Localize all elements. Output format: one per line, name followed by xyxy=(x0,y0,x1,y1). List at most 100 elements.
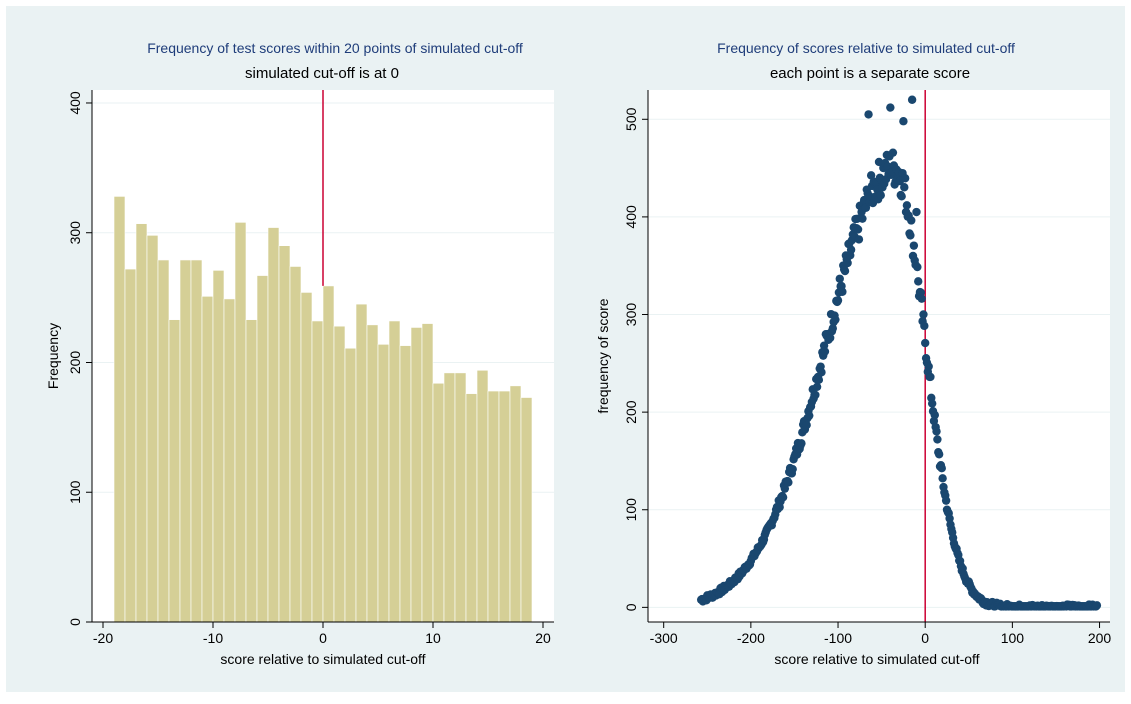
right-x-tick-label: -200 xyxy=(737,630,765,646)
scatter-point xyxy=(900,183,908,191)
scatter-point xyxy=(864,110,872,118)
scatter-point xyxy=(935,450,943,458)
histogram-bar xyxy=(378,344,389,622)
right-x-tick-label: 100 xyxy=(1001,630,1025,646)
scatter-point xyxy=(912,208,920,216)
histogram-bar xyxy=(169,320,180,622)
right-x-tick-label: -100 xyxy=(824,630,852,646)
scatter-point xyxy=(919,310,927,318)
scatter-point xyxy=(903,201,911,209)
histogram-bar xyxy=(345,348,356,622)
histogram-bar xyxy=(268,228,279,622)
left-chart-title: Frequency of test scores within 20 point… xyxy=(147,40,523,56)
scatter-point xyxy=(854,225,862,233)
scatter-point xyxy=(811,391,819,399)
scatter-point xyxy=(899,117,907,125)
histogram-bar xyxy=(290,266,301,622)
histogram-bar xyxy=(477,370,488,622)
right-x-axis-label: score relative to simulated cut-off xyxy=(774,651,979,667)
right-x-tick-label: 200 xyxy=(1088,630,1112,646)
histogram-bar xyxy=(257,276,268,622)
histogram-bar xyxy=(147,235,158,622)
scatter-point xyxy=(789,465,797,473)
histogram-bar xyxy=(158,260,169,622)
scatter-point xyxy=(877,191,885,199)
histogram-bar xyxy=(202,296,213,622)
scatter-point xyxy=(841,267,849,275)
histogram-bar xyxy=(312,321,323,622)
scatter-point xyxy=(797,439,805,447)
left-x-axis-label: score relative to simulated cut-off xyxy=(220,651,425,667)
scatter-point xyxy=(838,288,846,296)
scatter-point xyxy=(918,294,926,302)
right-y-tick-label: 400 xyxy=(623,205,639,229)
histogram-bar xyxy=(488,391,499,622)
scatter-point xyxy=(834,296,842,304)
scatter-point xyxy=(889,148,897,156)
scatter-point xyxy=(901,174,909,182)
left-y-tick-label: 200 xyxy=(67,351,83,375)
right-y-axis-label: frequency of score xyxy=(595,298,611,413)
right-plot-area xyxy=(648,90,1110,622)
histogram-bar xyxy=(510,386,521,622)
right-y-tick-label: 0 xyxy=(623,603,639,611)
scatter-point xyxy=(928,399,936,407)
scatter-point xyxy=(931,411,939,419)
histogram-bar xyxy=(246,320,257,622)
right-y-tick-label: 500 xyxy=(623,107,639,131)
histogram-bar xyxy=(411,327,422,622)
histogram-bar xyxy=(455,373,466,622)
histogram-bar xyxy=(389,321,400,622)
right-x-tick-label: -300 xyxy=(650,630,678,646)
left-x-tick-label: -10 xyxy=(203,630,223,646)
left-x-tick-label: -20 xyxy=(93,630,113,646)
right-y-tick-label: 100 xyxy=(623,498,639,522)
left-y-tick-label: 0 xyxy=(67,618,83,626)
scatter-point xyxy=(913,263,921,271)
scatter-point xyxy=(847,246,855,254)
left-x-tick-label: 10 xyxy=(425,630,441,646)
scatter-point xyxy=(784,478,792,486)
scatter-point xyxy=(858,214,866,222)
left-chart-subtitle: simulated cut-off is at 0 xyxy=(245,65,399,82)
scatter-point xyxy=(920,322,928,330)
scatter-point xyxy=(821,347,829,355)
scatter-point xyxy=(906,231,914,239)
histogram-bar xyxy=(521,398,532,622)
left-y-axis-label: Frequency xyxy=(45,323,61,389)
histogram-bar xyxy=(334,326,345,622)
scatter-point xyxy=(855,235,863,243)
left-y-tick-label: 100 xyxy=(67,480,83,504)
histogram-bar xyxy=(433,383,444,622)
histogram-bar xyxy=(301,292,312,622)
histogram-bar xyxy=(400,346,411,622)
right-chart-subtitle: each point is a separate score xyxy=(770,65,970,82)
scatter-point xyxy=(926,373,934,381)
scatter-point xyxy=(817,368,825,376)
scatter-point xyxy=(924,362,932,370)
left-y-tick-label: 400 xyxy=(67,91,83,115)
left-x-tick-label: 0 xyxy=(319,630,327,646)
histogram-bar xyxy=(235,222,246,622)
scatter-point xyxy=(805,411,813,419)
scatter-point xyxy=(779,493,787,501)
scatter-point xyxy=(938,464,946,472)
scatter-point xyxy=(914,277,922,285)
right-y-tick-label: 200 xyxy=(623,400,639,424)
histogram-bar xyxy=(323,286,334,622)
scatter-point xyxy=(907,216,915,224)
scatter-point xyxy=(908,96,916,104)
histogram-bar xyxy=(180,260,191,622)
histogram-bar xyxy=(213,270,224,622)
left-y-tick-label: 300 xyxy=(67,221,83,245)
histogram-bar xyxy=(136,224,147,622)
histogram-bar xyxy=(125,269,136,622)
scatter-point xyxy=(910,241,918,249)
left-chart: Frequency of test scores within 20 point… xyxy=(45,40,554,667)
scatter-point xyxy=(933,435,941,443)
scatter-point xyxy=(843,259,851,267)
right-y-tick-label: 300 xyxy=(623,303,639,327)
scatter-point xyxy=(932,427,940,435)
histogram-bar xyxy=(367,325,378,622)
